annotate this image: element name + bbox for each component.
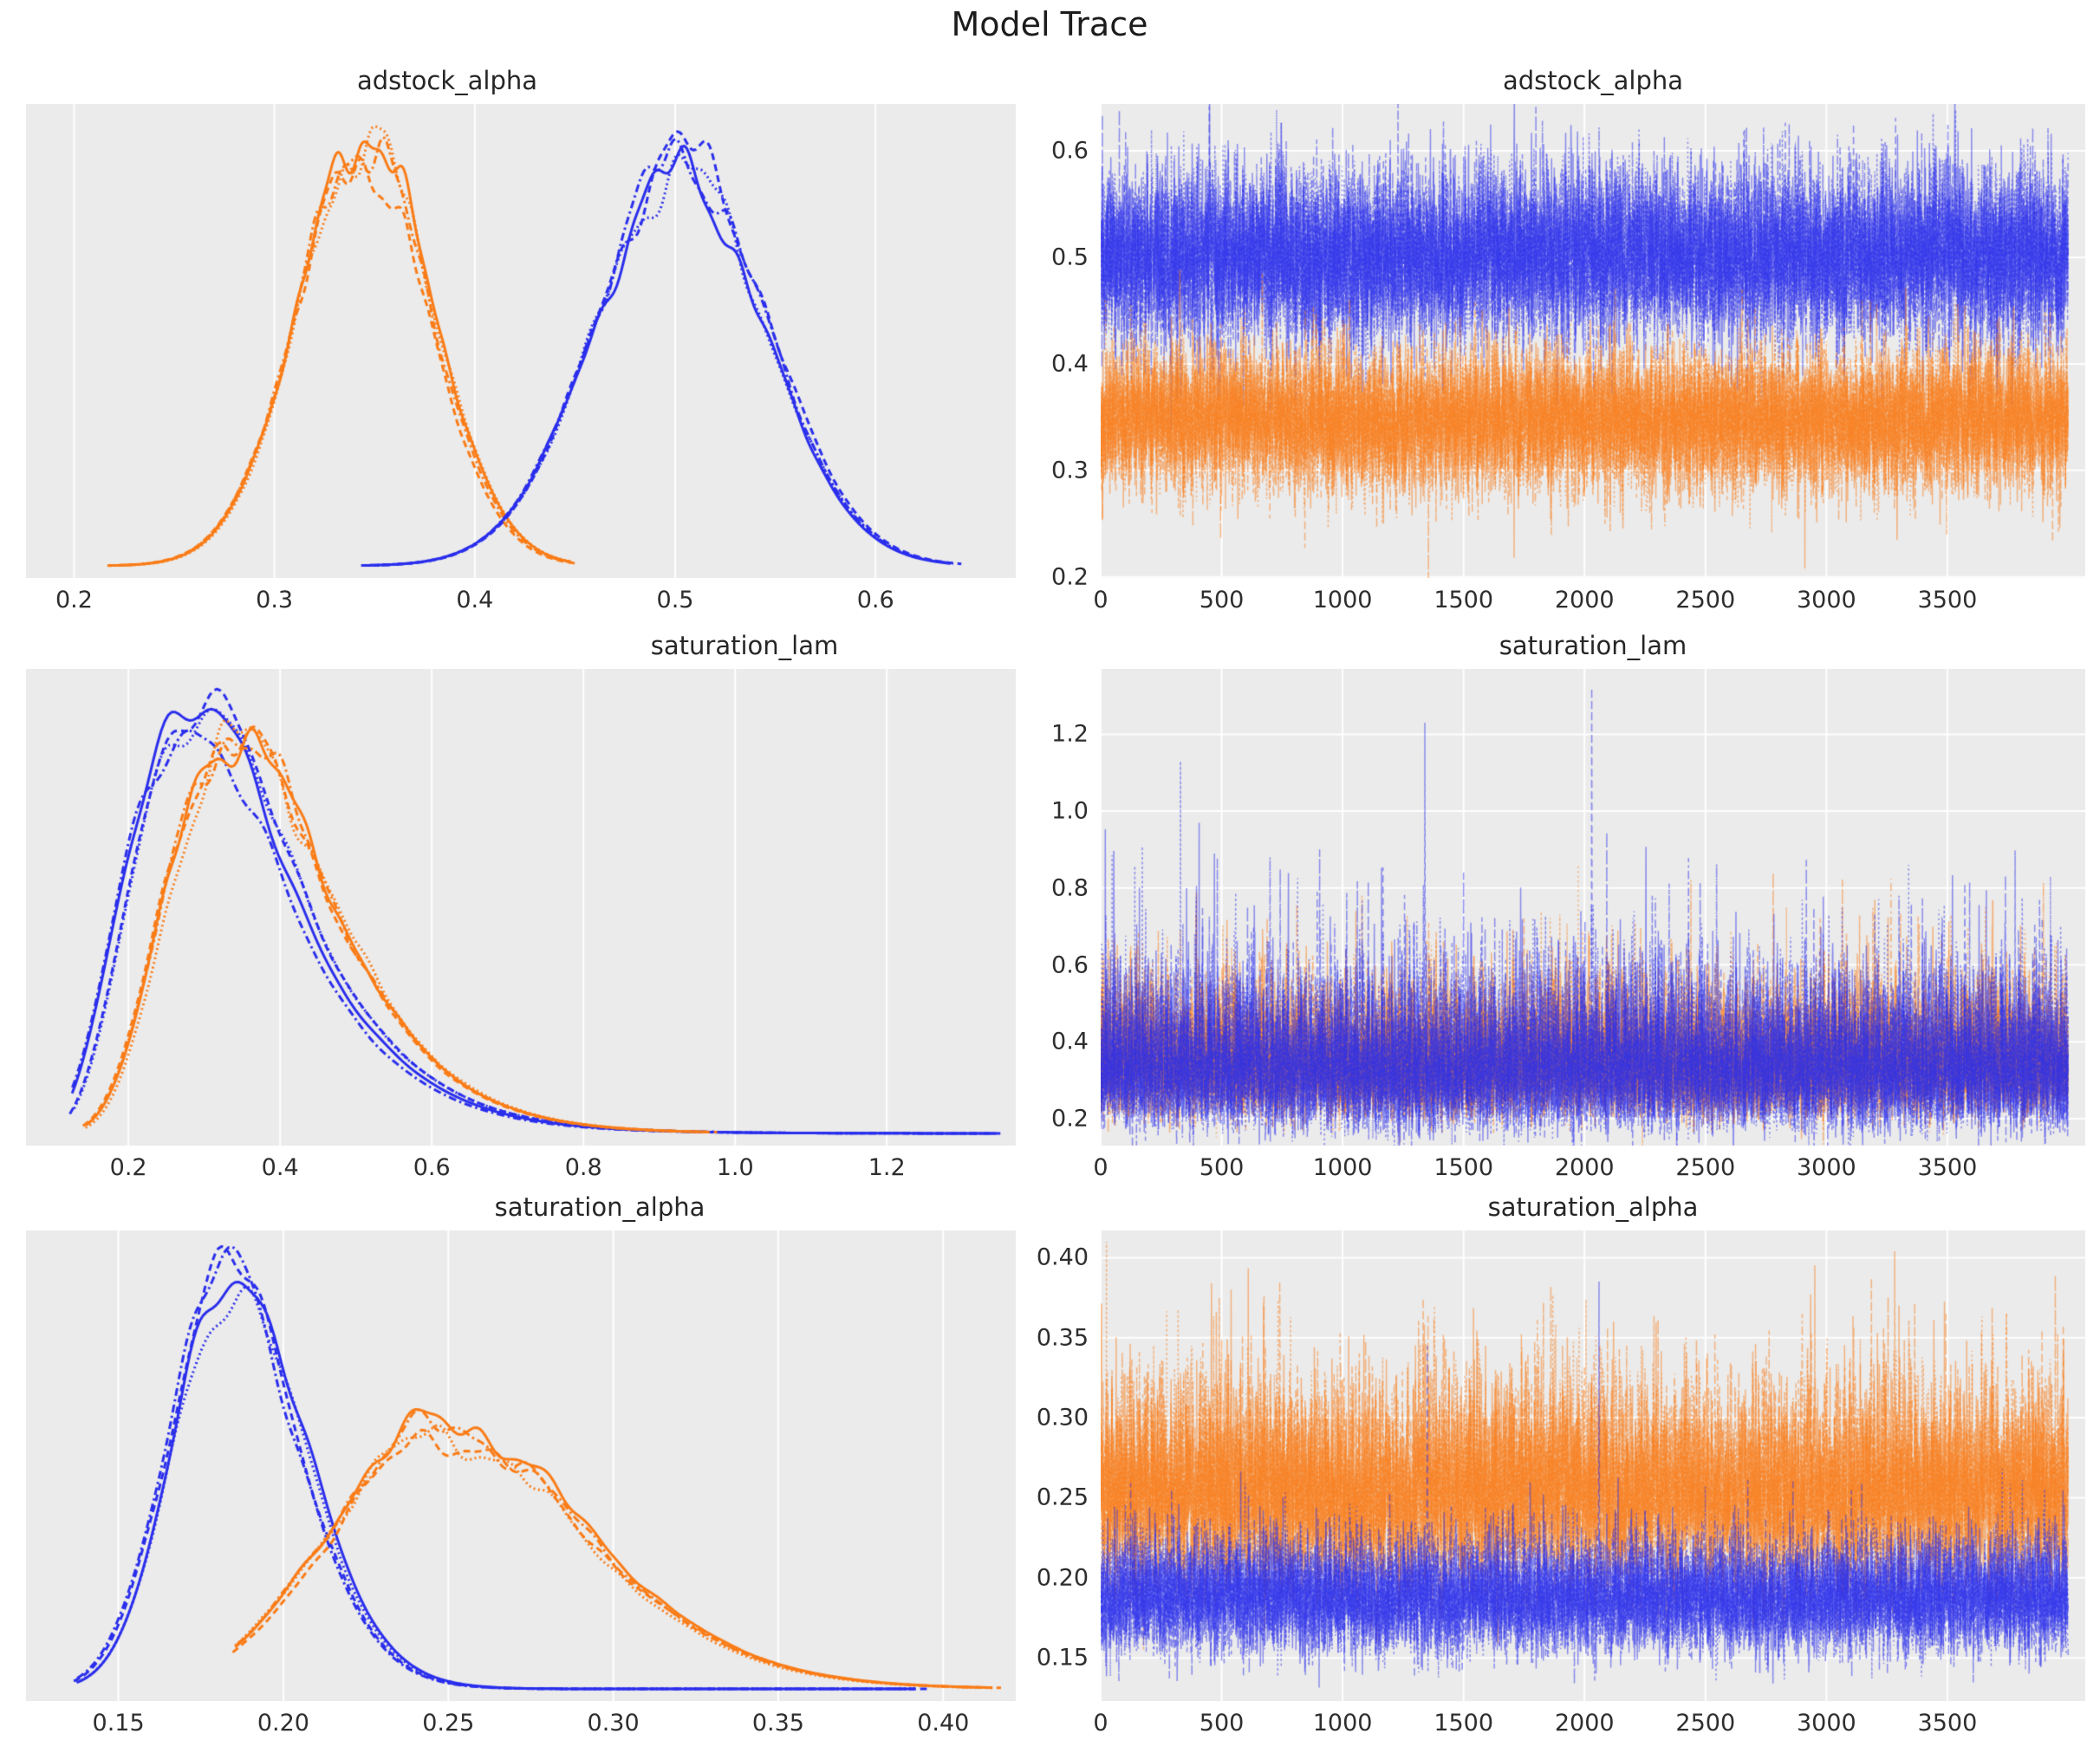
subplot-title: saturation_alpha bbox=[1487, 1192, 1699, 1222]
y-tick-label: 0.5 bbox=[1051, 243, 1089, 271]
trace-plot-area bbox=[1101, 104, 2085, 578]
subplot-title: saturation_lam bbox=[1499, 631, 1687, 660]
x-tick-label: 1000 bbox=[1312, 587, 1373, 614]
x-tick-label: 0.25 bbox=[422, 1710, 475, 1737]
y-tick-label: 0.35 bbox=[1036, 1324, 1089, 1352]
x-tick-label: 1500 bbox=[1434, 1154, 1494, 1181]
x-tick-label: 2500 bbox=[1675, 1154, 1736, 1181]
x-tick-label: 0.40 bbox=[917, 1710, 970, 1737]
trace-canvas bbox=[1101, 104, 2085, 578]
subplot-title: adstock_alpha bbox=[356, 66, 538, 95]
subplot-adstock-alpha-kde: adstock_alpha 0.2 0.3 0.4 0.5 0.6 bbox=[26, 66, 1016, 614]
x-tick-label: 0.20 bbox=[257, 1710, 309, 1737]
x-tick-label: 1500 bbox=[1434, 587, 1494, 614]
subplot-saturation-lam-kde: saturation_lam 0.2 0.4 0.6 0.8 1.0 1.2 bbox=[26, 631, 1016, 1181]
kde-plot-area bbox=[26, 669, 1016, 1146]
kde-canvas bbox=[26, 1230, 1016, 1701]
x-tick-label: 2500 bbox=[1675, 587, 1736, 614]
x-tick-label: 3500 bbox=[1917, 1154, 1978, 1181]
y-tick-label: 0.4 bbox=[1051, 1028, 1089, 1055]
x-tick-label: 0.8 bbox=[564, 1154, 602, 1181]
y-tick-label: 1.2 bbox=[1051, 720, 1089, 748]
kde-canvas bbox=[26, 669, 1016, 1146]
trace-plot-area bbox=[1101, 1230, 2085, 1701]
x-tick-label: 2000 bbox=[1554, 1710, 1615, 1737]
x-tick-label: 0.3 bbox=[256, 587, 294, 614]
kde-canvas bbox=[26, 104, 1016, 578]
x-tick-label: 1.0 bbox=[716, 1154, 754, 1181]
y-tick-label: 0.6 bbox=[1051, 951, 1089, 979]
x-tick-label: 1000 bbox=[1312, 1154, 1373, 1181]
x-tick-label: 0.4 bbox=[456, 587, 494, 614]
subplot-title: saturation_alpha bbox=[494, 1192, 705, 1222]
x-tick-label: 3500 bbox=[1917, 587, 1978, 614]
figure-title: Model Trace bbox=[951, 5, 1148, 43]
y-tick-label: 0.6 bbox=[1051, 137, 1089, 165]
kde-plot-area bbox=[26, 1230, 1016, 1701]
y-tick-label: 0.25 bbox=[1036, 1484, 1089, 1511]
y-tick-label: 0.20 bbox=[1036, 1564, 1089, 1592]
y-tick-label: 0.3 bbox=[1051, 457, 1089, 484]
y-tick-label: 0.30 bbox=[1036, 1404, 1089, 1432]
x-tick-label: 500 bbox=[1199, 587, 1245, 614]
y-tick-label: 0.4 bbox=[1051, 350, 1089, 378]
x-tick-label: 0.5 bbox=[656, 587, 694, 614]
x-tick-label: 2000 bbox=[1554, 1154, 1615, 1181]
y-tick-label: 1.0 bbox=[1051, 797, 1089, 825]
subplot-saturation-alpha-kde: saturation_alpha 0.15 0.20 0.25 0.30 0.35 0.4… bbox=[26, 1192, 1016, 1737]
y-tick-label: 0.2 bbox=[1051, 563, 1089, 591]
x-tick-label: 2500 bbox=[1675, 1710, 1736, 1737]
x-tick-label: 0.6 bbox=[856, 587, 894, 614]
kde-plot-area bbox=[26, 104, 1016, 578]
trace-canvas bbox=[1101, 1230, 2085, 1701]
x-tick-label: 500 bbox=[1199, 1154, 1245, 1181]
trace-plot-area bbox=[1101, 669, 2085, 1146]
x-tick-label: 0.4 bbox=[261, 1154, 299, 1181]
x-tick-label: 2000 bbox=[1554, 587, 1615, 614]
y-tick-label: 0.2 bbox=[1051, 1105, 1089, 1133]
subplot-title: saturation_lam bbox=[650, 631, 839, 660]
x-tick-label: 500 bbox=[1199, 1710, 1245, 1737]
x-tick-label: 0.30 bbox=[587, 1710, 640, 1737]
x-tick-label: 0 bbox=[1093, 1154, 1109, 1181]
x-tick-label: 0.6 bbox=[413, 1154, 451, 1181]
subplot-saturation-alpha-trace: saturation_alpha 0 500 1000 1500 2000 2500 300… bbox=[1037, 1192, 2085, 1737]
y-tick-label: 0.8 bbox=[1051, 874, 1089, 902]
x-tick-label: 0 bbox=[1093, 1710, 1109, 1737]
x-tick-label: 0.2 bbox=[55, 587, 93, 614]
x-tick-label: 3000 bbox=[1796, 1710, 1856, 1737]
y-tick-label: 0.40 bbox=[1036, 1243, 1089, 1271]
x-tick-label: 0.15 bbox=[92, 1710, 145, 1737]
x-tick-label: 0 bbox=[1093, 587, 1109, 614]
x-tick-label: 1.2 bbox=[868, 1154, 906, 1181]
x-tick-label: 0.35 bbox=[751, 1710, 804, 1737]
x-tick-label: 1500 bbox=[1434, 1710, 1494, 1737]
x-tick-label: 0.2 bbox=[109, 1154, 147, 1181]
x-tick-label: 3000 bbox=[1796, 1154, 1856, 1181]
x-tick-label: 3000 bbox=[1796, 587, 1856, 614]
trace-canvas bbox=[1101, 669, 2085, 1146]
subplot-adstock-alpha-trace: adstock_alpha 0 500 1000 1500 2000 2500 3000 35… bbox=[1051, 66, 2085, 614]
x-tick-label: 1000 bbox=[1312, 1710, 1373, 1737]
subplot-saturation-lam-trace: saturation_lam 0 500 1000 1500 2000 2500 3000 3… bbox=[1051, 631, 2085, 1181]
y-tick-label: 0.15 bbox=[1036, 1644, 1089, 1672]
x-tick-label: 3500 bbox=[1917, 1710, 1978, 1737]
subplot-title: adstock_alpha bbox=[1502, 66, 1684, 95]
